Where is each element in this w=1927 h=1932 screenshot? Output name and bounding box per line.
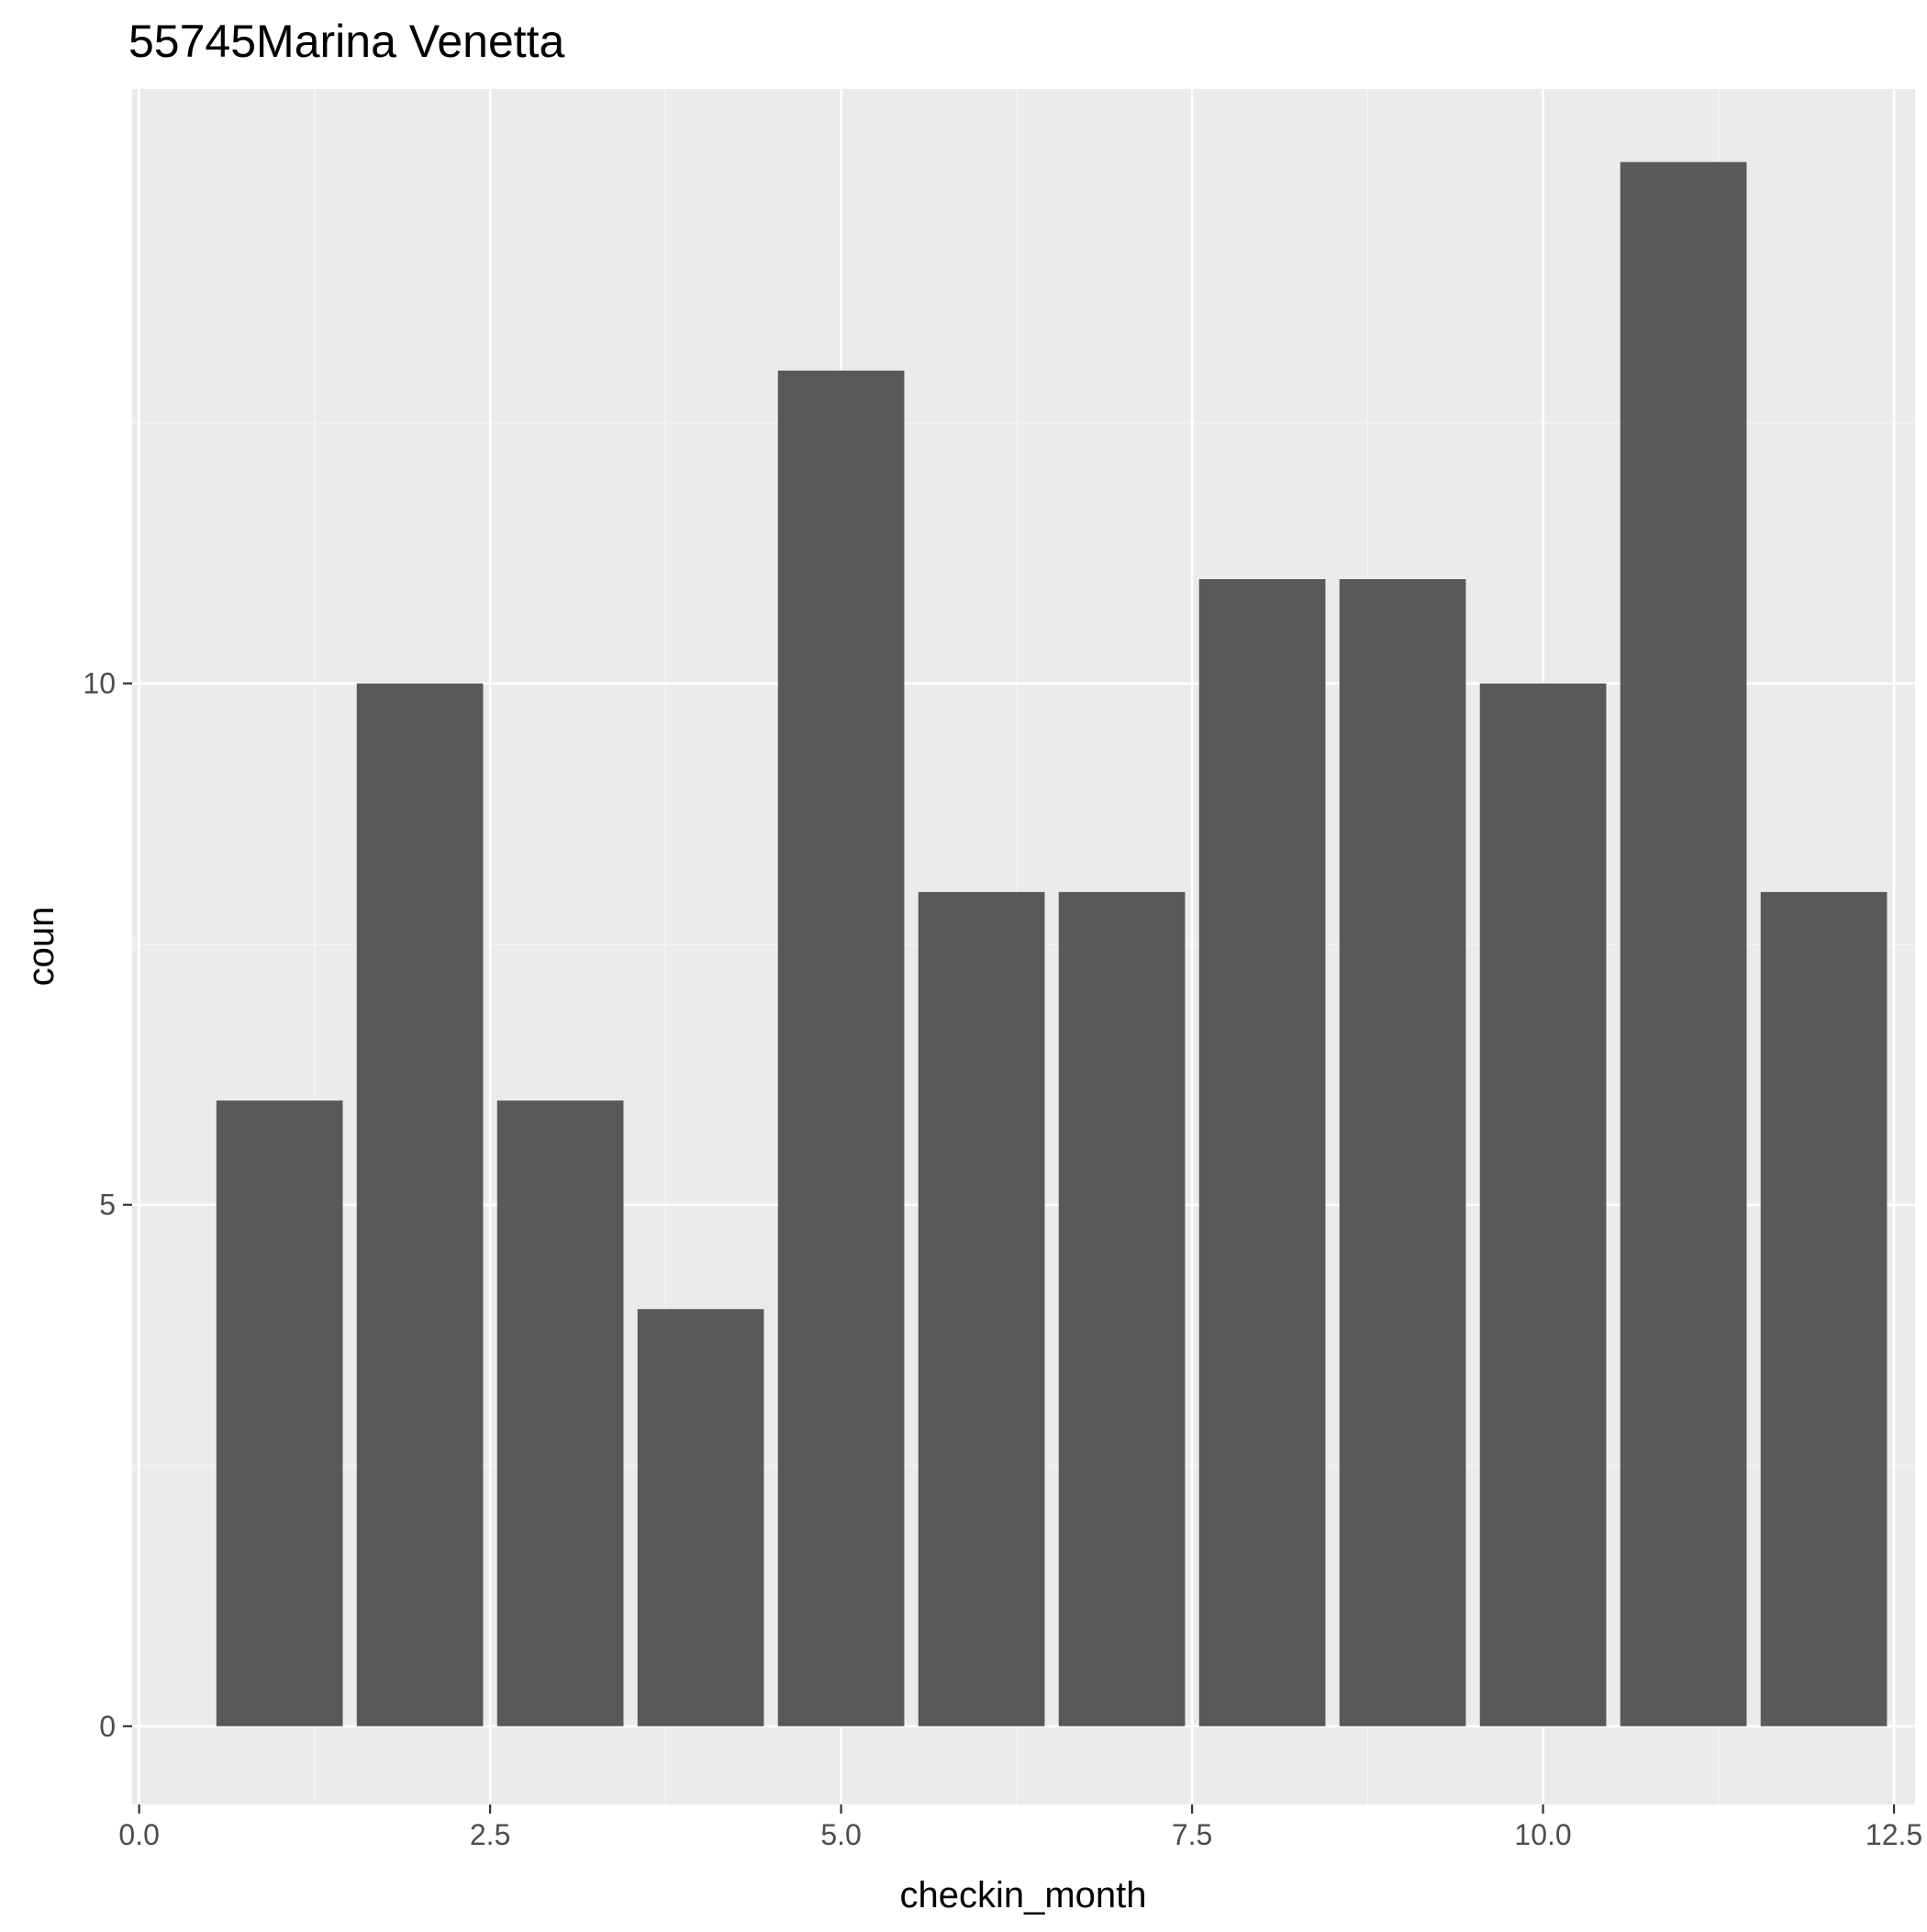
x-tick-label: 7.5 (1172, 1818, 1212, 1851)
bar-month-4 (637, 1309, 764, 1726)
x-tick-label: 10.0 (1514, 1818, 1571, 1851)
x-axis-ticks: 0.0 2.5 5.0 7.5 10.0 12.5 (118, 1804, 1922, 1851)
bars (216, 162, 1888, 1726)
bar-month-5 (777, 370, 905, 1726)
x-tick-label: 5.0 (820, 1818, 861, 1851)
bar-month-3 (496, 1100, 624, 1726)
bar-month-7 (1058, 891, 1186, 1726)
bar-month-6 (918, 891, 1045, 1726)
x-axis-title: checkin_month (899, 1875, 1146, 1915)
y-tick-label: 10 (83, 667, 116, 700)
y-axis-title: coun (21, 907, 61, 987)
x-tick-label: 2.5 (470, 1818, 510, 1851)
bar-month-12 (1760, 891, 1888, 1726)
y-tick-label: 5 (99, 1189, 116, 1222)
bar-month-11 (1620, 162, 1747, 1726)
x-tick-label: 0.0 (118, 1818, 159, 1851)
bar-month-2 (356, 683, 484, 1726)
y-axis-ticks: 0 5 10 (83, 667, 132, 1743)
x-tick-label: 12.5 (1866, 1818, 1922, 1851)
bar-month-9 (1339, 579, 1466, 1726)
bar-month-8 (1198, 579, 1326, 1726)
bar-month-1 (216, 1100, 343, 1726)
bar-month-10 (1479, 683, 1607, 1726)
chart-title: 55745Marina Venetta (128, 16, 565, 67)
y-tick-label: 0 (99, 1710, 116, 1743)
